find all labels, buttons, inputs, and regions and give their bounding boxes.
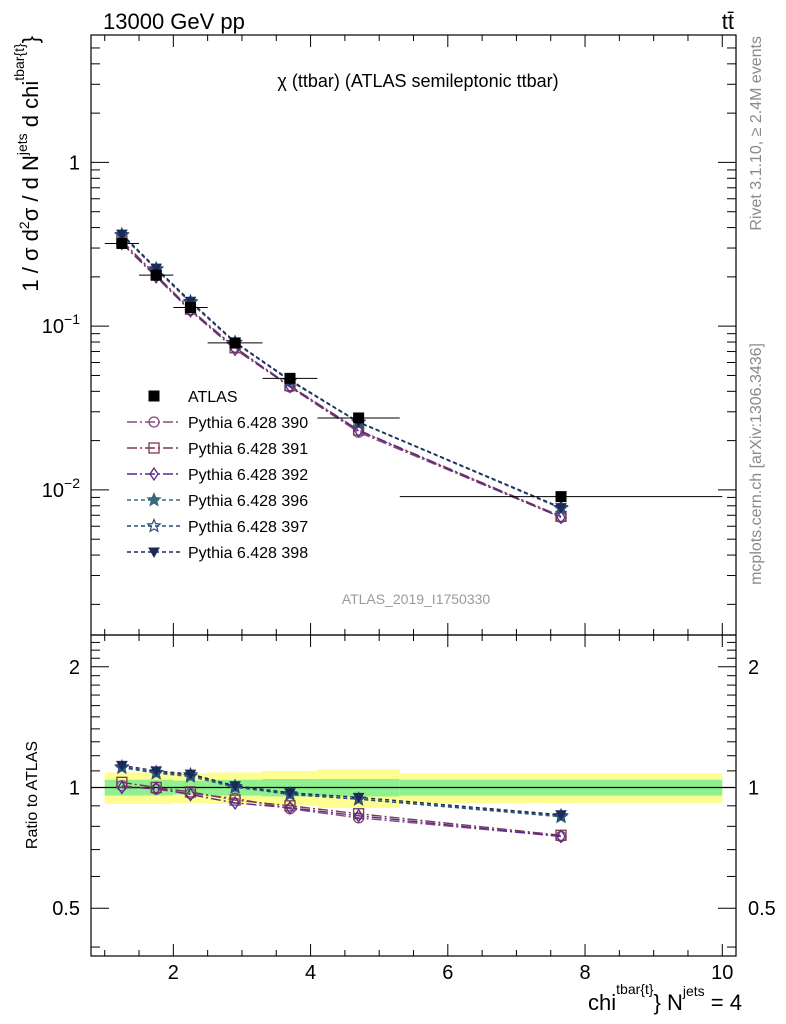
axis-ticks: 2 4 6 8 10 1 10−1 10−2 0.5 0.5 1 1 2 2 (42, 34, 776, 984)
ratio-series-point (352, 792, 365, 804)
legend-marker (146, 491, 162, 507)
ratio-series-point (229, 794, 241, 806)
ratio-series-layer (114, 758, 569, 844)
series-point (556, 510, 566, 525)
data-point (555, 491, 567, 503)
ratio-series-point (151, 781, 161, 796)
x-tick-label: 6 (442, 962, 453, 984)
ratio-series-point (353, 808, 364, 823)
ratio-series-point (116, 776, 128, 788)
series-pythia-6-428-398 (116, 229, 567, 514)
legend-label: Pythia 6.428 392 (188, 467, 308, 484)
ratio-series-point (184, 769, 197, 781)
y-tick-label: 1 (69, 152, 80, 174)
ratio-series-pythia-6-428-392 (117, 780, 566, 844)
chart-title: χ (ttbar) (ATLAS semileptonic ttbar) (277, 71, 558, 91)
ratio-series-point (285, 800, 295, 815)
data-point (353, 412, 365, 424)
ratio-tick-label-right: 1 (748, 777, 759, 799)
ratio-series-point (184, 786, 197, 798)
legend-label: Pythia 6.428 390 (188, 415, 308, 432)
x-tick-label: 2 (168, 962, 179, 984)
ratio-series-line (121, 781, 562, 836)
series-pythia-6-428-392 (117, 236, 566, 525)
legend-label: Pythia 6.428 396 (188, 493, 308, 510)
main-series-layer (104, 226, 723, 525)
series-pythia-6-428-397 (114, 226, 569, 515)
ratio-series-point (556, 829, 566, 844)
header-energy-label: 13000 GeV pp (103, 9, 245, 34)
legend-marker (148, 390, 160, 402)
rivet-version-label: Rivet 3.1.10, ≥ 2.4M events (748, 36, 765, 231)
ratio-series-point (284, 788, 296, 799)
main-y-axis-label: 1 / σ d2σ / d Njets d chitbar{t}} (11, 36, 43, 292)
legend-marker (148, 547, 160, 559)
legend-marker (149, 466, 159, 482)
data-point (116, 237, 128, 249)
x-axis-label: chitbar{t}} Njets = 4 (588, 981, 742, 1015)
series-point (116, 229, 128, 241)
legend-label: Pythia 6.428 398 (188, 545, 308, 562)
ratio-series-point (117, 780, 127, 795)
ratio-series-point (150, 766, 163, 777)
ratio-series-point (555, 810, 567, 821)
y-tick-label: 10−2 (42, 475, 80, 502)
mcplots-label: mcplots.cern.ch [arXiv:1306.3436] (748, 343, 765, 585)
series-point (150, 263, 163, 275)
x-tick-label: 4 (305, 962, 316, 984)
legend-label: ATLAS (188, 389, 238, 406)
legend-marker (148, 416, 160, 428)
series-point (555, 503, 567, 514)
legend-marker (146, 517, 162, 533)
series-pythia-6-428-396 (114, 227, 569, 516)
data-point (150, 269, 162, 281)
ratio-series-pythia-6-428-398 (116, 760, 567, 821)
ratio-tick-label: 0.5 (52, 898, 80, 920)
ratio-tick-label-right: 2 (748, 657, 759, 679)
series-atlas-data (104, 237, 723, 503)
series-point (353, 423, 364, 438)
series-point (184, 296, 197, 308)
data-point (284, 372, 296, 384)
ratio-series-point (230, 795, 240, 811)
data-point (184, 302, 196, 314)
ratio-series-line (121, 786, 562, 838)
ratio-y-axis-label: Ratio to ATLAS (24, 741, 41, 849)
data-point (229, 337, 241, 349)
legend-label: Pythia 6.428 397 (188, 519, 308, 536)
ratio-series-point (185, 787, 196, 802)
ratio-tick-label: 1 (69, 777, 80, 799)
legend: ATLAS Pythia 6.428 390 Pythia 6.428 391 Pyt… (127, 389, 308, 562)
series-pythia-6-428-390 (116, 236, 567, 523)
x-tick-label: 8 (579, 962, 590, 984)
y-tick-label: 10−1 (42, 311, 80, 338)
series-line (121, 242, 562, 518)
header-process-label: tt̄ (722, 9, 734, 34)
ratio-series-point (116, 760, 128, 772)
analysis-watermark: ATLAS_2019_I1750330 (342, 591, 491, 607)
x-tick-label: 10 (711, 962, 733, 984)
ratio-series-line (121, 785, 562, 838)
legend-label: Pythia 6.428 391 (188, 441, 308, 458)
ratio-series-point (229, 781, 241, 792)
ratio-tick-label-right: 0.5 (748, 898, 776, 920)
legend-marker (148, 442, 160, 454)
series-pythia-6-428-391 (116, 235, 567, 522)
ratio-tick-label: 2 (69, 657, 80, 679)
